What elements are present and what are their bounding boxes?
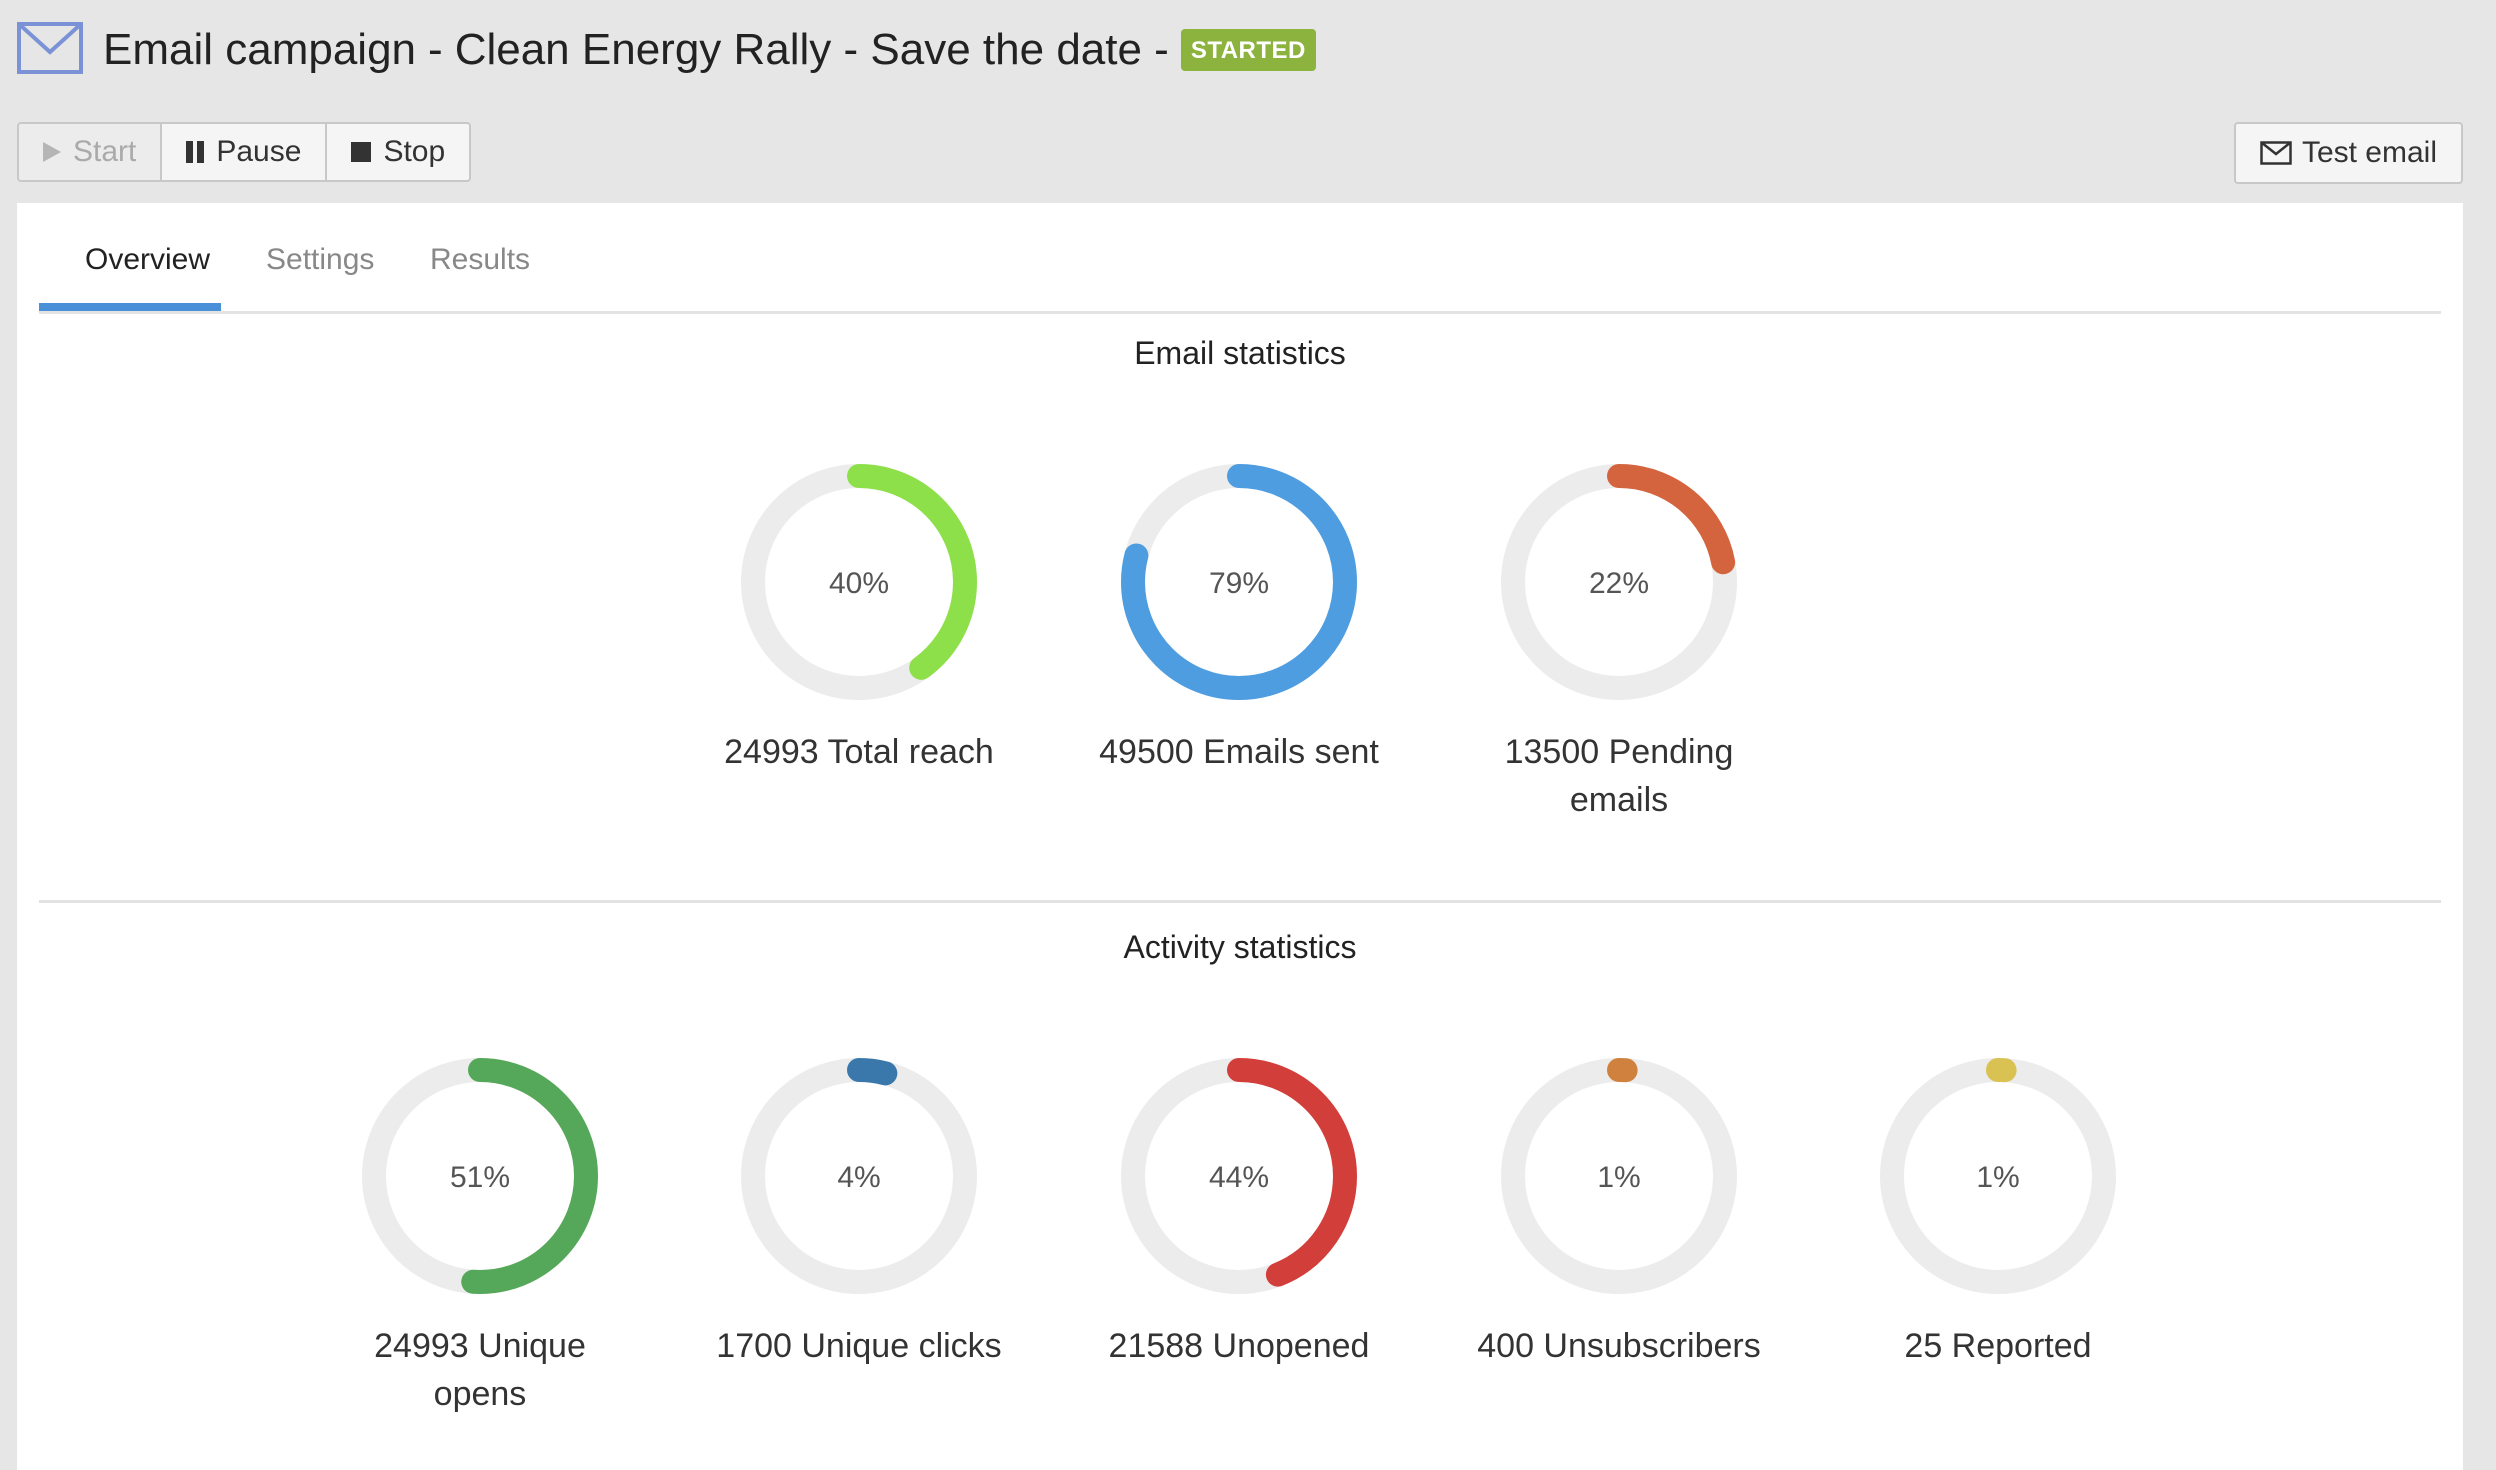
donut-arc: [1121, 464, 1357, 700]
donut-arc: [362, 1058, 598, 1294]
percent-label: 4%: [837, 1161, 880, 1194]
active-tab-indicator: [39, 303, 221, 311]
pause-icon: [186, 141, 205, 163]
percent-label: 40%: [829, 567, 889, 600]
stat-label: 400 Unsubscribers: [1477, 1327, 1761, 1365]
stop-icon: [351, 142, 372, 162]
envelope-icon: [17, 22, 83, 74]
percent-label: 22%: [1589, 567, 1649, 600]
test-email-label: Test email: [2301, 136, 2437, 169]
percent-label: 1%: [1976, 1161, 2019, 1194]
status-badge: STARTED: [1180, 29, 1316, 71]
donut-arc: [1501, 1058, 1737, 1294]
page-title: Email campaign - Clean Energy Rally - Sa…: [103, 20, 1316, 80]
pause-button-label: Pause: [216, 135, 302, 168]
email-statistics-title: Email statistics: [1134, 335, 1346, 371]
donut-chart: 4%: [741, 1058, 977, 1294]
stat-widget: 44% 21588 Unopened: [1089, 1056, 1389, 1370]
campaign-control-buttons: Start Pause Stop: [17, 122, 472, 182]
stat-label: 13500 Pending emails: [1504, 733, 1734, 819]
stat-widget: 51% 24993 Unique opens: [330, 1056, 630, 1418]
stat-widget: 1% 25 Reported: [1848, 1056, 2148, 1370]
stop-button[interactable]: Stop: [325, 122, 472, 182]
donut-chart: 1%: [1880, 1058, 2116, 1294]
tab-results[interactable]: Results: [430, 243, 531, 276]
donut-arc: [1501, 464, 1737, 700]
percent-label: 51%: [450, 1161, 510, 1194]
start-button[interactable]: Start: [17, 122, 163, 182]
campaign-type: Email campaign: [103, 25, 417, 74]
donut-arc: [741, 464, 977, 700]
donut-chart: 51%: [362, 1058, 598, 1294]
stat-widget: 4% 1700 Unique clicks: [709, 1056, 1009, 1370]
section-divider: [39, 900, 2441, 903]
stat-label: 21588 Unopened: [1108, 1327, 1370, 1365]
stop-button-label: Stop: [383, 135, 446, 168]
donut-arc: [1121, 1058, 1357, 1294]
stat-label: 24993 Total reach: [724, 733, 994, 771]
percent-label: 79%: [1209, 567, 1269, 600]
donut-chart: 22%: [1501, 464, 1737, 700]
tab-settings[interactable]: Settings: [266, 243, 375, 276]
play-icon: [43, 142, 61, 162]
stat-widget: 40% 24993 Total reach: [709, 462, 1009, 776]
stat-label: 25 Reported: [1904, 1327, 2092, 1365]
donut-chart: 1%: [1501, 1058, 1737, 1294]
campaign-name: Clean Energy Rally - Save the date -: [454, 25, 1169, 74]
stat-widget: 79% 49500 Emails sent: [1089, 462, 1389, 776]
stat-widget: 1% 400 Unsubscribers: [1469, 1056, 1769, 1370]
test-email-button[interactable]: Test email: [2233, 122, 2463, 184]
donut-chart: 44%: [1121, 1058, 1357, 1294]
donut-chart: 40%: [741, 464, 977, 700]
tab-overview[interactable]: Overview: [85, 243, 211, 276]
percent-label: 1%: [1597, 1161, 1640, 1194]
stat-label: 49500 Emails sent: [1099, 733, 1379, 771]
envelope-icon: [2260, 141, 2292, 165]
tab-bar: Overview Settings Results: [39, 203, 2441, 314]
stat-label: 24993 Unique opens: [374, 1327, 586, 1413]
page-header: Email campaign - Clean Energy Rally - Sa…: [0, 0, 2496, 105]
title-separator: -: [428, 25, 443, 74]
start-button-label: Start: [73, 135, 137, 168]
stat-widget: 22% 13500 Pending emails: [1469, 462, 1769, 824]
donut-arc: [1880, 1058, 2116, 1294]
donut-arc: [741, 1058, 977, 1294]
percent-label: 44%: [1209, 1161, 1269, 1194]
activity-statistics-title: Activity statistics: [1123, 929, 1357, 965]
stat-label: 1700 Unique clicks: [716, 1327, 1002, 1365]
donut-chart: 79%: [1121, 464, 1357, 700]
main-panel: Overview Settings Results Email statisti…: [17, 203, 2463, 1470]
pause-button[interactable]: Pause: [160, 122, 328, 182]
